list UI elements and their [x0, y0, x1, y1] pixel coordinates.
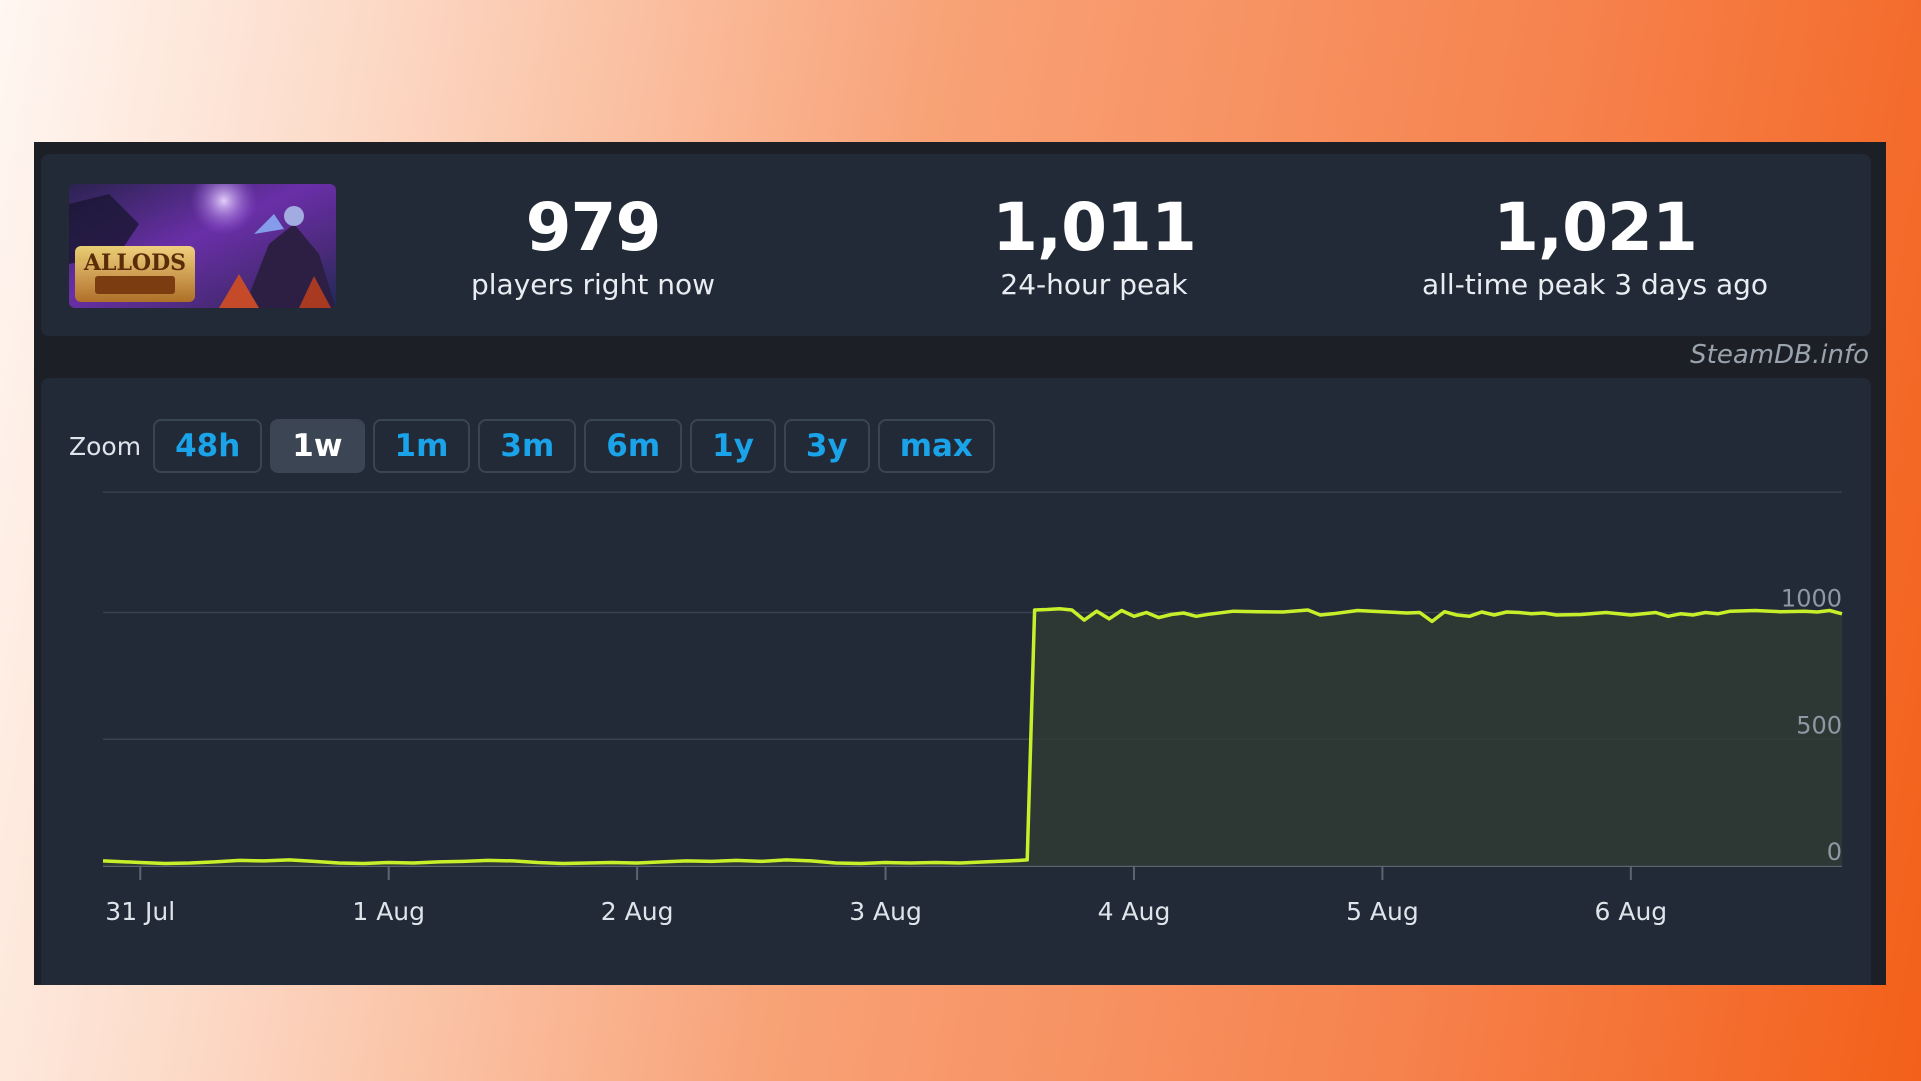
peak-24h-value: 1,011 [992, 189, 1197, 266]
zoom-1w-button[interactable]: 1w [270, 419, 365, 473]
stats-card: ALLODS 979 players right now 1,011 24-ho… [41, 154, 1871, 336]
zoom-48h-button[interactable]: 48h [153, 419, 263, 473]
x-axis-ticks: 31 Jul 1 Aug 2 Aug 3 Aug 4 Aug 5 Aug 6 Aug [105, 866, 1667, 926]
x-tick-label: 4 Aug [1098, 897, 1171, 926]
x-tick-label: 6 Aug [1594, 897, 1667, 926]
chart-area [102, 606, 1843, 866]
current-players-value: 979 [525, 189, 662, 266]
zoom-3y-button[interactable]: 3y [783, 419, 870, 473]
y-tick-label: 0 [1827, 838, 1842, 866]
y-tick-label: 1000 [1781, 585, 1842, 613]
zoom-6m-button[interactable]: 6m [584, 419, 683, 473]
all-time-peak-value: 1,021 [1493, 189, 1698, 266]
steamdb-credit-link[interactable]: SteamDB.info [1690, 340, 1869, 370]
series-area-fill [103, 608, 1842, 866]
zoom-1m-button[interactable]: 1m [372, 419, 471, 473]
x-tick-label: 2 Aug [601, 897, 674, 926]
game-art-image: ALLODS [69, 184, 336, 308]
chart-card: Zoom 48h 1w 1m 3m 6m 1y 3y max 0 500 1000 … [41, 378, 1871, 985]
steamdb-widget: ALLODS 979 players right now 1,011 24-ho… [34, 142, 1886, 985]
zoom-1y-button[interactable]: 1y [690, 419, 776, 473]
stat-all-time-peak: 1,021 all-time peak 3 days ago [1355, 192, 1835, 302]
series-line [102, 606, 1843, 866]
all-time-peak-label: all-time peak 3 days ago [1421, 268, 1769, 301]
x-tick-label: 31 Jul [105, 897, 175, 926]
y-axis-ticks: 0 500 1000 [1781, 585, 1842, 867]
y-tick-label: 500 [1796, 711, 1842, 739]
stat-current-players: 979 players right now [353, 192, 833, 302]
peak-24h-label: 24-hour peak [1000, 268, 1188, 301]
stat-24h-peak: 1,011 24-hour peak [854, 192, 1334, 302]
svg-text:ALLODS: ALLODS [83, 250, 186, 276]
current-players-label: players right now [471, 268, 715, 301]
zoom-max-button[interactable]: max [877, 419, 995, 473]
x-tick-label: 3 Aug [849, 897, 922, 926]
x-tick-label: 5 Aug [1346, 897, 1419, 926]
player-count-chart[interactable]: 0 500 1000 31 Jul 1 Aug 2 Aug 3 Aug 4 Aug 5 Aug… [41, 378, 1871, 985]
game-thumbnail[interactable]: ALLODS [69, 184, 336, 308]
zoom-toolbar: Zoom 48h 1w 1m 3m 6m 1y 3y max [69, 418, 1003, 474]
zoom-label: Zoom [69, 431, 142, 461]
zoom-3m-button[interactable]: 3m [478, 419, 577, 473]
x-tick-label: 1 Aug [352, 897, 425, 926]
